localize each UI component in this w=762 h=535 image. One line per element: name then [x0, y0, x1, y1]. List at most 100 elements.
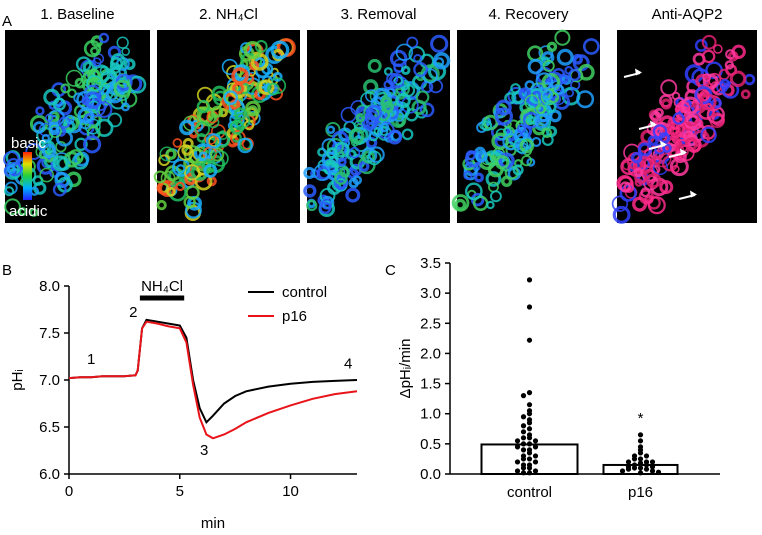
cell: [60, 83, 71, 94]
cell: [524, 94, 540, 110]
cell: [630, 151, 643, 164]
y-axis-label: pHᵢ: [9, 369, 26, 391]
cell: [552, 95, 562, 104]
data-point: [637, 460, 644, 466]
cell: [159, 146, 175, 162]
annotation: 3: [200, 442, 208, 459]
cell: [512, 164, 524, 176]
cell: [52, 97, 66, 111]
cell: [212, 150, 229, 167]
arrowhead: [650, 120, 657, 128]
cell: [671, 165, 680, 174]
cell: [352, 175, 363, 185]
data-point: [637, 465, 644, 471]
cell: [206, 133, 222, 149]
y-tick-label: 6.5: [39, 419, 60, 436]
cell: [634, 178, 643, 187]
cell: [92, 57, 102, 67]
cell: [669, 157, 689, 177]
y-tick-label: 2.5: [420, 315, 441, 332]
y-tick-label: 8.0: [39, 278, 60, 295]
cell: [386, 88, 396, 97]
cell: [644, 157, 655, 169]
cell: [652, 124, 668, 139]
cell: [237, 137, 253, 154]
data-point: [526, 435, 533, 441]
cell: [518, 87, 532, 101]
cell: [393, 76, 404, 86]
cell: [165, 148, 177, 160]
data-point: [526, 426, 533, 432]
data-point: [526, 277, 533, 283]
cell: [158, 179, 176, 197]
arrowhead: [690, 190, 697, 198]
interval-label: NH₄Cl: [141, 278, 183, 295]
cell: [547, 91, 560, 104]
data-point: [631, 465, 638, 471]
cell: [65, 114, 75, 125]
cell: [231, 67, 249, 85]
cell: [52, 182, 67, 197]
cell: [558, 73, 569, 84]
cell: [654, 107, 664, 118]
cell: [156, 199, 167, 211]
legend-label: p16: [282, 308, 307, 325]
y-tick-label: 3.0: [420, 285, 441, 302]
cell: [245, 100, 261, 117]
y-tick-label: 6.0: [39, 466, 60, 483]
cell: [218, 107, 228, 118]
cell: [662, 143, 672, 153]
annotation: 1: [87, 351, 95, 368]
arrowhead: [680, 148, 687, 156]
image-title: 2. NH₄Cl: [199, 6, 258, 23]
annotation: 2: [129, 304, 137, 321]
data-point: [520, 447, 527, 453]
data-point: [520, 414, 527, 420]
cell: [303, 184, 317, 198]
cell: [177, 144, 194, 161]
cell: [719, 78, 731, 90]
data-point: [532, 468, 539, 474]
cell: [527, 58, 544, 75]
data-point: [637, 438, 644, 444]
data-point: [532, 453, 539, 459]
cell: [516, 123, 527, 134]
cell: [306, 199, 318, 212]
image-title: 4. Recovery: [488, 6, 569, 23]
cell: [335, 180, 347, 191]
cell: [183, 164, 201, 181]
cell: [243, 40, 262, 60]
cell: [74, 77, 86, 89]
y-axis-label: ΔpHᵢ/min: [397, 339, 414, 399]
cell: [729, 70, 747, 88]
cell: [4, 198, 21, 216]
cell: [535, 72, 554, 90]
cell: [430, 34, 449, 53]
cell: [318, 201, 332, 215]
x-tick-label: p16: [628, 484, 653, 501]
cell: [415, 90, 430, 104]
data-point: [526, 304, 533, 310]
cell: [48, 121, 60, 133]
data-point: [514, 468, 521, 474]
cell: [568, 68, 581, 82]
panel-label: C: [385, 262, 396, 279]
cell: [667, 123, 681, 137]
data-point: [625, 459, 632, 465]
data-point: [637, 456, 644, 462]
cell: [463, 170, 473, 180]
series-line: [68, 320, 358, 440]
cell: [395, 92, 411, 109]
cell: [700, 126, 717, 144]
cell: [502, 133, 520, 151]
x-tick-label: control: [507, 484, 552, 501]
cell: [542, 89, 553, 101]
cell: [52, 155, 69, 172]
data-point: [532, 459, 539, 465]
cell: [572, 53, 583, 65]
cell: [519, 138, 535, 154]
data-point: [631, 456, 638, 462]
cell: [183, 196, 196, 209]
x-tick-label: 5: [176, 483, 184, 500]
cell: [41, 134, 51, 143]
